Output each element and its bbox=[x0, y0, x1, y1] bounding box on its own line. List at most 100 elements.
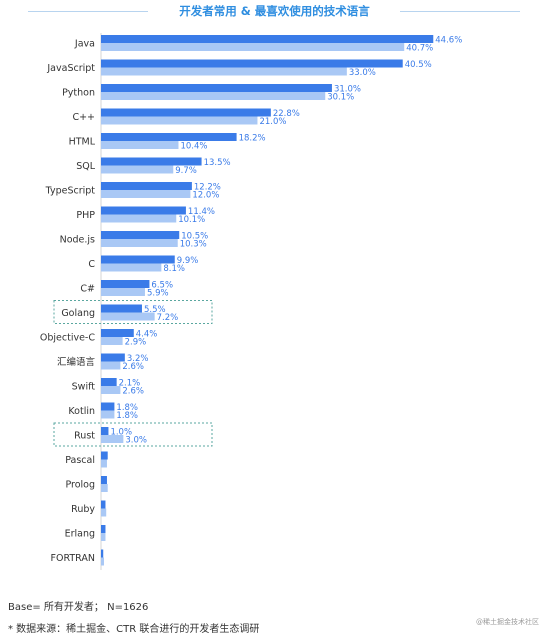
data-label: 2.6% bbox=[122, 362, 144, 372]
category-label: Erlang bbox=[65, 529, 95, 540]
data-label: 12.2% bbox=[194, 183, 221, 193]
data-label: 11.4% bbox=[188, 207, 215, 217]
category-label: Swift bbox=[72, 382, 96, 393]
bar-series1 bbox=[101, 35, 434, 43]
bar-series2 bbox=[101, 386, 121, 394]
data-label: 1.8% bbox=[116, 411, 138, 421]
chart-title: 开发者常用 & 最喜欢使用的技术语言 bbox=[179, 4, 370, 18]
bar-series1 bbox=[101, 59, 403, 68]
chart-title-area: 开发者常用 & 最喜欢使用的技术语言 bbox=[0, 0, 549, 28]
bar-series1 bbox=[101, 353, 125, 362]
watermark: @稀土掘金技术社区 bbox=[476, 618, 539, 626]
bar-series1 bbox=[101, 206, 186, 215]
data-label: 13.5% bbox=[204, 158, 231, 168]
data-label: 40.5% bbox=[405, 60, 432, 70]
category-label: Python bbox=[62, 88, 95, 99]
category-label: FORTRAN bbox=[51, 553, 95, 564]
bar-series1 bbox=[101, 549, 104, 558]
bar-series1 bbox=[101, 525, 106, 533]
category-label: Ruby bbox=[71, 504, 95, 515]
data-label: 8.1% bbox=[163, 264, 185, 274]
bar-series2 bbox=[101, 67, 347, 76]
highlight-box-golang bbox=[53, 300, 213, 324]
category-label: Java bbox=[74, 39, 95, 50]
data-label: 33.0% bbox=[349, 68, 376, 78]
category-label: SQL bbox=[76, 161, 96, 172]
footer-source: * 数据来源：稀土掘金、CTR 联合进行的开发者生态调研 bbox=[8, 624, 260, 635]
bar-series2 bbox=[101, 116, 258, 125]
data-label: 1.8% bbox=[116, 403, 138, 413]
data-label: 31.0% bbox=[334, 85, 361, 95]
bar-series2 bbox=[101, 459, 107, 468]
data-label: 2.9% bbox=[125, 338, 147, 348]
bar-series1 bbox=[101, 182, 192, 190]
bar-series2 bbox=[101, 165, 174, 174]
category-label: Kotlin bbox=[68, 406, 95, 417]
data-label: 9.9% bbox=[177, 256, 199, 266]
bar-series1 bbox=[101, 255, 175, 264]
category-label: C# bbox=[80, 284, 95, 295]
bar-series2 bbox=[101, 239, 178, 247]
bar-series2 bbox=[101, 508, 107, 517]
bar-series2 bbox=[101, 337, 123, 345]
category-label: PHP bbox=[76, 210, 95, 221]
bar-series2 bbox=[101, 214, 177, 223]
bar-series1 bbox=[101, 476, 107, 484]
bar-series1 bbox=[101, 427, 109, 435]
data-label: 2.1% bbox=[119, 379, 141, 389]
data-label: 10.5% bbox=[181, 232, 208, 242]
data-label: 4.4% bbox=[136, 330, 158, 340]
data-label: 12.0% bbox=[192, 191, 219, 201]
category-label: Objective-C bbox=[40, 333, 95, 344]
category-label: 汇编语言 bbox=[57, 356, 96, 368]
data-label: 1.0% bbox=[110, 428, 132, 438]
bar-series2 bbox=[101, 312, 155, 321]
bar-series1 bbox=[101, 108, 271, 117]
data-label: 18.2% bbox=[239, 134, 266, 144]
data-label: 10.1% bbox=[178, 215, 205, 225]
data-label: 5.5% bbox=[144, 305, 166, 315]
bar-series1 bbox=[101, 84, 332, 92]
data-label: 40.7% bbox=[406, 44, 433, 54]
bar-series2 bbox=[101, 141, 179, 149]
category-label: Pascal bbox=[65, 455, 95, 466]
bar-series2 bbox=[101, 557, 104, 566]
bar-series2 bbox=[101, 435, 124, 443]
bar-series1 bbox=[101, 378, 117, 386]
data-label: 2.6% bbox=[122, 387, 144, 397]
data-label: 10.3% bbox=[180, 240, 207, 250]
highlight-box-rust bbox=[53, 422, 213, 447]
bar-series1 bbox=[101, 157, 202, 166]
bar-chart: Java 44.6%40.7% JavaScript 40.5% 33.0% Python… bbox=[40, 33, 462, 570]
category-label: Node.js bbox=[60, 235, 95, 246]
category-label: Prolog bbox=[65, 480, 95, 491]
data-label: 6.5% bbox=[151, 281, 173, 291]
data-label: 30.1% bbox=[327, 93, 354, 103]
bar-series1 bbox=[101, 231, 180, 239]
category-label: TypeScript bbox=[45, 186, 96, 197]
bar-series2 bbox=[101, 361, 121, 370]
bar-series2 bbox=[101, 288, 145, 296]
category-label: Golang bbox=[61, 308, 95, 319]
bar-series1 bbox=[101, 402, 115, 411]
bar-series2 bbox=[101, 533, 106, 541]
data-label: 9.7% bbox=[175, 166, 197, 176]
bar-series1 bbox=[101, 329, 134, 337]
category-label: C bbox=[88, 259, 95, 270]
data-label: 21.0% bbox=[259, 117, 286, 127]
bar-series2 bbox=[101, 43, 405, 51]
data-label: 3.0% bbox=[125, 436, 147, 446]
bar-series1 bbox=[101, 133, 237, 141]
bar-series2 bbox=[101, 263, 162, 272]
data-label: 44.6% bbox=[435, 36, 462, 46]
data-label: 3.2% bbox=[127, 354, 149, 364]
category-label: JavaScript bbox=[46, 63, 95, 74]
category-label: C++ bbox=[72, 112, 95, 123]
category-label: HTML bbox=[69, 137, 96, 148]
bar-series1 bbox=[101, 451, 108, 460]
footer-base: Base= 所有开发者； N=1626 bbox=[8, 602, 149, 613]
data-label: 10.4% bbox=[180, 142, 207, 152]
bar-series2 bbox=[101, 484, 108, 492]
data-label: 7.2% bbox=[157, 313, 179, 323]
bar-series2 bbox=[101, 190, 191, 198]
